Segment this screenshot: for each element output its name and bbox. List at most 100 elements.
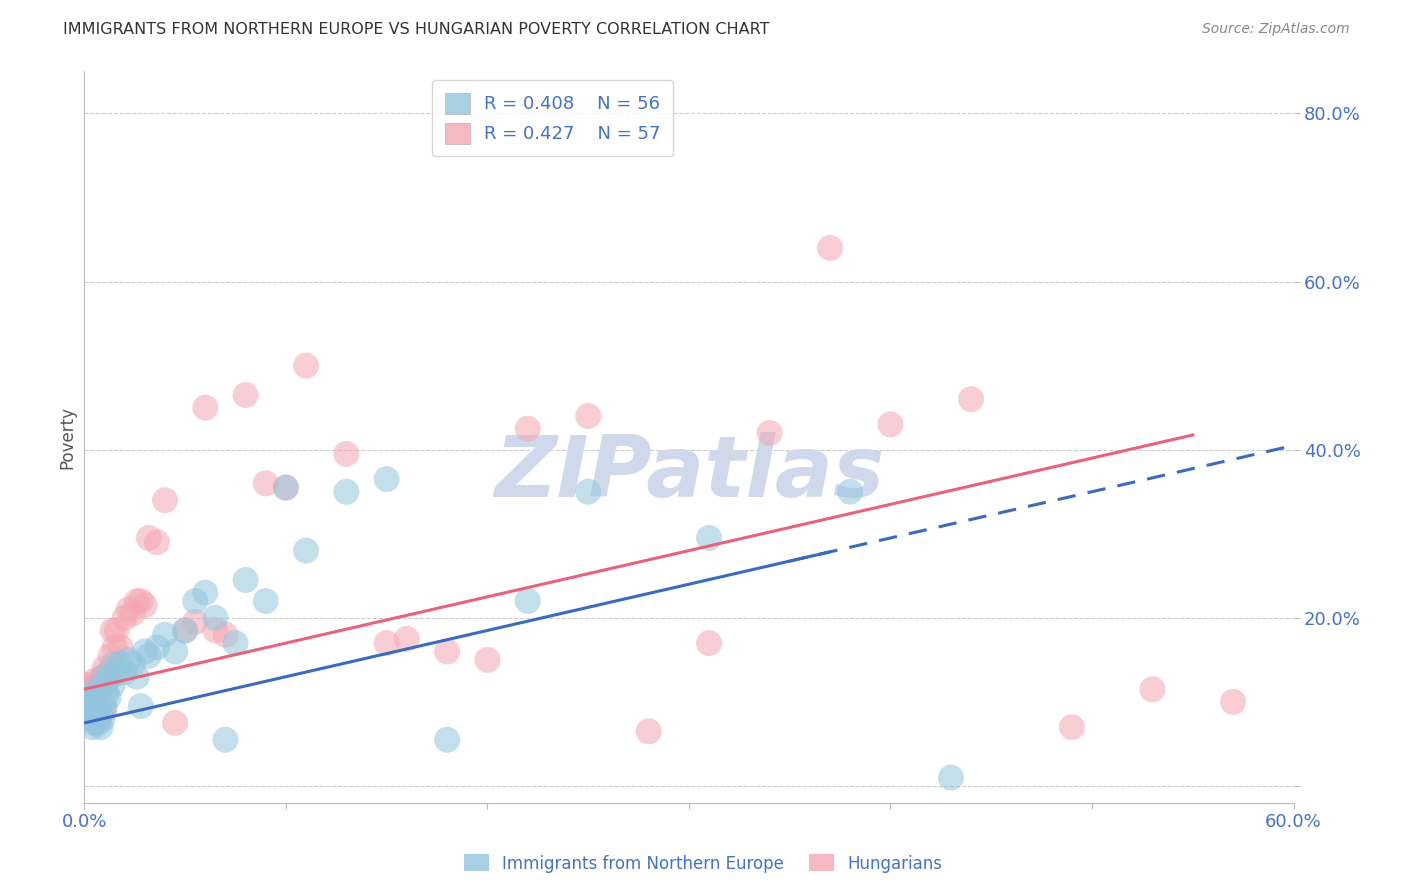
Point <box>375 636 398 650</box>
Point <box>114 611 136 625</box>
Point <box>204 624 226 638</box>
Point <box>89 682 111 697</box>
Point <box>839 484 862 499</box>
Point <box>89 707 111 722</box>
Point <box>110 657 132 671</box>
Point <box>79 699 101 714</box>
Point <box>79 682 101 697</box>
Point <box>165 715 187 730</box>
Point <box>697 636 720 650</box>
Point <box>105 624 128 638</box>
Point <box>96 673 118 688</box>
Point <box>960 392 983 407</box>
Point <box>697 531 720 545</box>
Point <box>86 699 108 714</box>
Point <box>165 644 187 658</box>
Point <box>93 703 115 717</box>
Point <box>134 644 156 658</box>
Point <box>274 481 297 495</box>
Point <box>146 535 169 549</box>
Point <box>818 241 841 255</box>
Point <box>477 653 499 667</box>
Point <box>758 425 780 440</box>
Point <box>79 699 101 714</box>
Point <box>100 670 122 684</box>
Point <box>395 632 418 646</box>
Point <box>114 665 136 680</box>
Point <box>174 624 197 638</box>
Point <box>97 665 120 680</box>
Point <box>637 724 659 739</box>
Point <box>436 732 458 747</box>
Point <box>93 670 115 684</box>
Text: IMMIGRANTS FROM NORTHERN EUROPE VS HUNGARIAN POVERTY CORRELATION CHART: IMMIGRANTS FROM NORTHERN EUROPE VS HUNGA… <box>63 22 769 37</box>
Point <box>83 690 105 705</box>
Point <box>1222 695 1244 709</box>
Point <box>134 599 156 613</box>
Legend: R = 0.408    N = 56, R = 0.427    N = 57: R = 0.408 N = 56, R = 0.427 N = 57 <box>432 80 673 156</box>
Point <box>125 670 148 684</box>
Point <box>576 409 599 423</box>
Point <box>77 703 100 717</box>
Point <box>82 703 104 717</box>
Point <box>91 678 114 692</box>
Point <box>83 690 105 705</box>
Point <box>184 615 207 629</box>
Point <box>516 594 538 608</box>
Point <box>194 401 217 415</box>
Point <box>1060 720 1083 734</box>
Point <box>184 594 207 608</box>
Point <box>214 732 236 747</box>
Point <box>879 417 901 432</box>
Point <box>235 573 257 587</box>
Point <box>101 678 124 692</box>
Point <box>82 703 104 717</box>
Legend: Immigrants from Northern Europe, Hungarians: Immigrants from Northern Europe, Hungari… <box>457 847 949 880</box>
Point <box>89 720 111 734</box>
Point <box>104 657 127 671</box>
Point <box>153 627 176 641</box>
Point <box>125 594 148 608</box>
Point <box>75 678 97 692</box>
Text: Source: ZipAtlas.com: Source: ZipAtlas.com <box>1202 22 1350 37</box>
Point <box>129 594 152 608</box>
Point <box>214 627 236 641</box>
Point <box>77 690 100 705</box>
Point <box>87 699 110 714</box>
Point <box>87 715 110 730</box>
Point <box>97 690 120 705</box>
Point <box>174 624 197 638</box>
Point <box>87 686 110 700</box>
Point <box>194 585 217 599</box>
Point <box>104 640 127 655</box>
Point <box>436 644 458 658</box>
Point <box>77 699 100 714</box>
Point <box>254 594 277 608</box>
Point <box>375 472 398 486</box>
Point <box>82 678 104 692</box>
Point <box>82 720 104 734</box>
Point <box>86 707 108 722</box>
Point <box>146 640 169 655</box>
Point <box>110 640 132 655</box>
Point <box>79 712 101 726</box>
Point <box>121 657 143 671</box>
Point <box>295 359 318 373</box>
Point <box>138 531 160 545</box>
Point <box>235 388 257 402</box>
Point <box>295 543 318 558</box>
Point <box>82 695 104 709</box>
Point <box>118 653 141 667</box>
Point <box>129 699 152 714</box>
Point <box>93 699 115 714</box>
Point <box>516 422 538 436</box>
Point <box>91 712 114 726</box>
Point <box>91 670 114 684</box>
Point <box>86 699 108 714</box>
Point <box>274 481 297 495</box>
Point <box>105 665 128 680</box>
Point <box>153 493 176 508</box>
Point <box>204 611 226 625</box>
Y-axis label: Poverty: Poverty <box>58 406 76 468</box>
Point <box>101 624 124 638</box>
